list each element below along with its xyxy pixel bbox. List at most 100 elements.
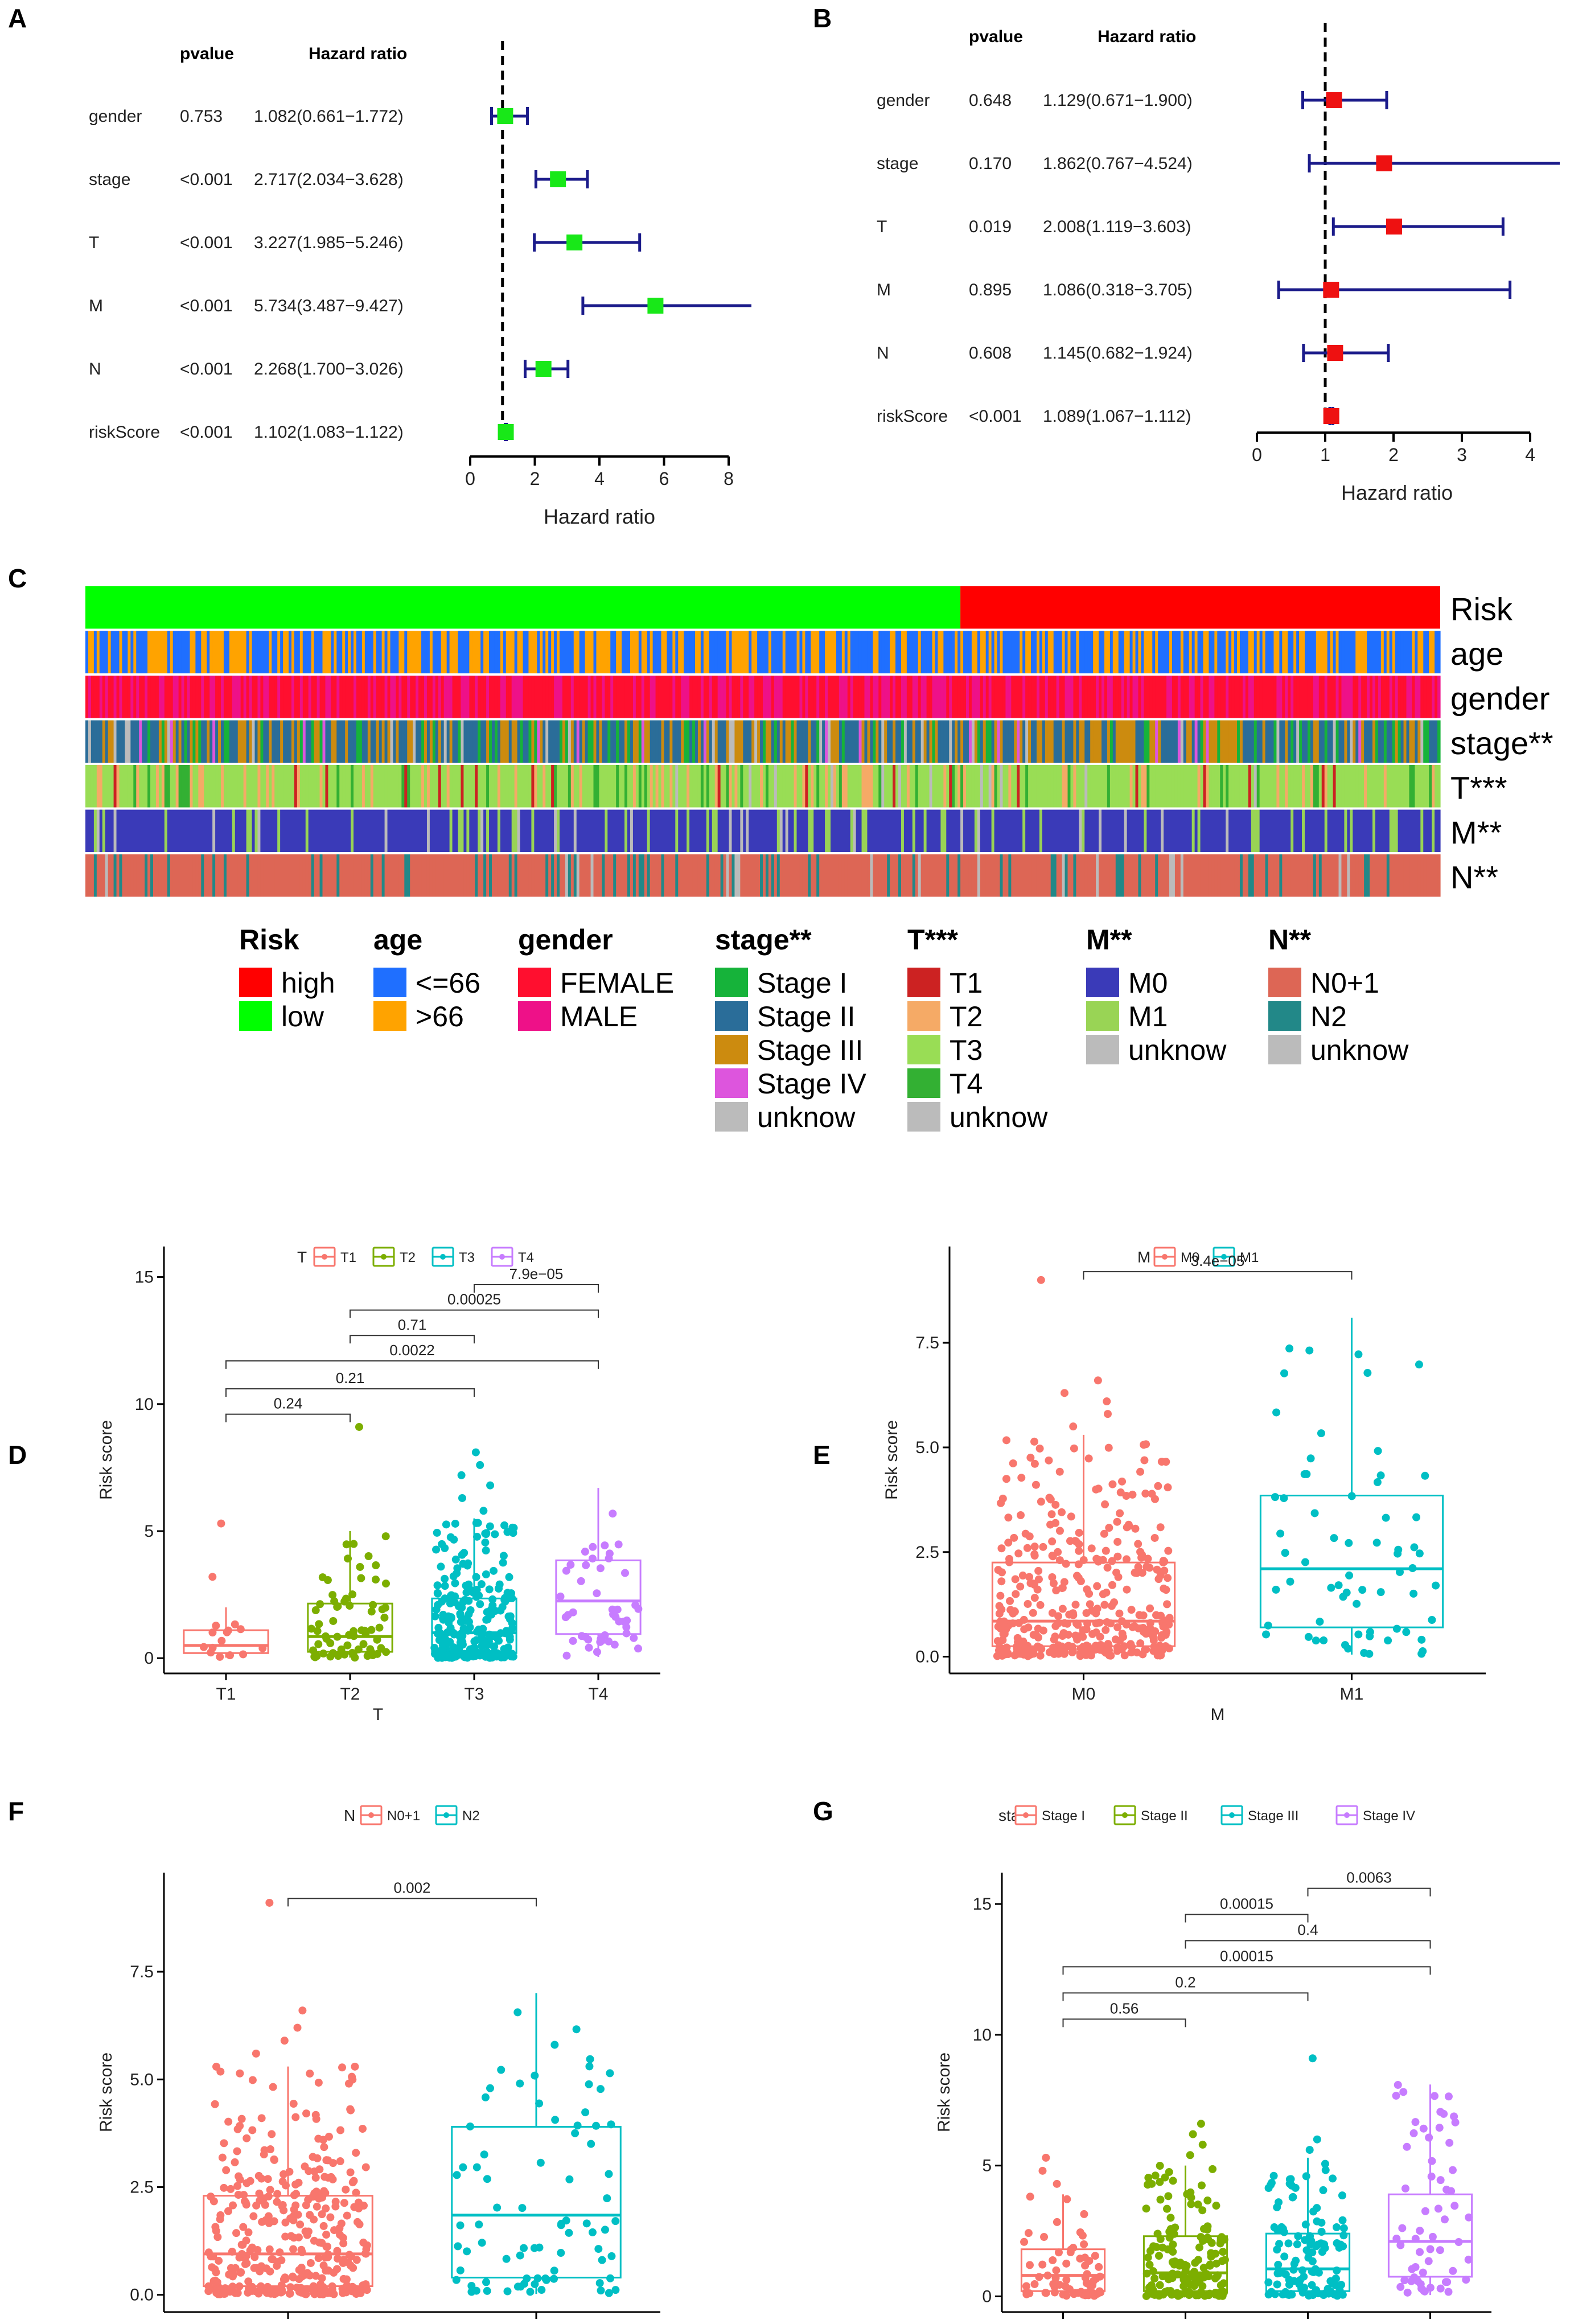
heatmap-cell [1079, 720, 1082, 763]
heatmap-cell [432, 809, 436, 852]
heatmap-cell [215, 765, 219, 808]
heatmap-cell [1112, 809, 1116, 852]
data-point [464, 1559, 472, 1568]
heatmap-cell [153, 631, 157, 673]
heatmap-cell [336, 720, 340, 763]
heatmap-cell [463, 676, 467, 718]
heatmap-cell [1045, 809, 1049, 852]
heatmap-cell [102, 809, 106, 852]
heatmap-cell [717, 809, 721, 852]
heatmap-cell [1002, 854, 1006, 897]
heatmap-cell [1138, 631, 1142, 673]
heatmap-cell [249, 631, 253, 673]
heatmap-cell [401, 720, 405, 763]
heatmap-cell [1341, 720, 1345, 763]
heatmap-cell [1321, 765, 1325, 808]
heatmap-cell [1164, 809, 1167, 852]
heatmap-cell [607, 809, 611, 852]
heatmap-cell [1293, 676, 1297, 718]
heatmap-cell [325, 631, 329, 673]
data-point [1309, 2268, 1318, 2276]
heatmap-cell [1166, 854, 1170, 897]
heatmap-cell [1047, 676, 1051, 718]
heatmap-cell [647, 631, 651, 673]
heatmap-cell [635, 809, 639, 852]
heatmap-cell [1047, 720, 1051, 763]
data-point [1309, 2291, 1317, 2300]
heatmap-cell [96, 720, 100, 763]
data-point [314, 2078, 323, 2087]
heatmap-cell [359, 854, 363, 897]
data-point [1156, 2178, 1164, 2186]
heatmap-cell [1047, 854, 1051, 897]
heatmap-cell [644, 631, 648, 673]
heatmap-cell [847, 631, 851, 673]
data-point [1302, 2246, 1311, 2255]
heatmap-cell [1107, 765, 1111, 808]
heatmap-cell [1313, 765, 1317, 808]
data-point [199, 1643, 208, 1651]
heatmap-cell [1197, 631, 1201, 673]
legend-label: unknow [1128, 1034, 1227, 1066]
heatmap-cell [294, 676, 298, 718]
heatmap-cell [249, 765, 253, 808]
data-point [1302, 1470, 1311, 1478]
heatmap-cell [1020, 631, 1023, 673]
data-point [1152, 1611, 1161, 1619]
heatmap-cell [229, 720, 233, 763]
heatmap-cell [884, 676, 887, 718]
heatmap-row-label: gender [1450, 680, 1550, 716]
heatmap-cell [139, 720, 142, 763]
data-point [244, 2228, 253, 2237]
heatmap-cell [1370, 720, 1373, 763]
data-point [1392, 1624, 1401, 1633]
heatmap-cell [1070, 854, 1074, 897]
heatmap-cell [912, 631, 916, 673]
heatmap-cell [1002, 631, 1006, 673]
heatmap-cell [689, 765, 693, 808]
heatmap-cell [342, 631, 346, 673]
heatmap-cell [813, 631, 817, 673]
data-point [596, 2085, 605, 2093]
heatmap-cell [187, 676, 191, 718]
heatmap-cell [1121, 765, 1125, 808]
heatmap-cell [1166, 765, 1170, 808]
heatmap-cell [1364, 676, 1367, 718]
heatmap-cell [788, 720, 792, 763]
heatmap-cell [384, 676, 388, 718]
data-point [1450, 2202, 1459, 2210]
data-point [1209, 2165, 1217, 2173]
data-point [1313, 2204, 1321, 2212]
heatmap-cell [672, 631, 676, 673]
heatmap-cell [528, 720, 532, 763]
heatmap-cell [443, 765, 447, 808]
heatmap-cell [1398, 809, 1402, 852]
data-point [286, 2283, 295, 2292]
heatmap-cell [1279, 631, 1283, 673]
heatmap-cell [1124, 854, 1128, 897]
heatmap-cell [1330, 676, 1334, 718]
heatmap-cell [125, 765, 128, 808]
heatmap-cell [765, 676, 769, 718]
heatmap-cell [1265, 676, 1269, 718]
heatmap-cell [325, 720, 329, 763]
heatmap-cell [91, 765, 94, 808]
data-point [1095, 2287, 1104, 2296]
heatmap-cell [1107, 809, 1111, 852]
data-point [1317, 1429, 1325, 1438]
heatmap-cell [1276, 676, 1280, 718]
heatmap-cell [1395, 720, 1399, 763]
heatmap-cell [1082, 676, 1085, 718]
heatmap-cell [1099, 765, 1102, 808]
heatmap-cell [760, 676, 763, 718]
heatmap-cell [263, 809, 266, 852]
heatmap-cell [305, 854, 309, 897]
data-point [348, 2072, 356, 2081]
heatmap-cell [523, 809, 527, 852]
heatmap-cell [743, 765, 746, 808]
heatmap-cell [1211, 765, 1215, 808]
heatmap-cell [367, 765, 371, 808]
heatmap-cell [167, 765, 171, 808]
heatmap-cell [1076, 765, 1079, 808]
